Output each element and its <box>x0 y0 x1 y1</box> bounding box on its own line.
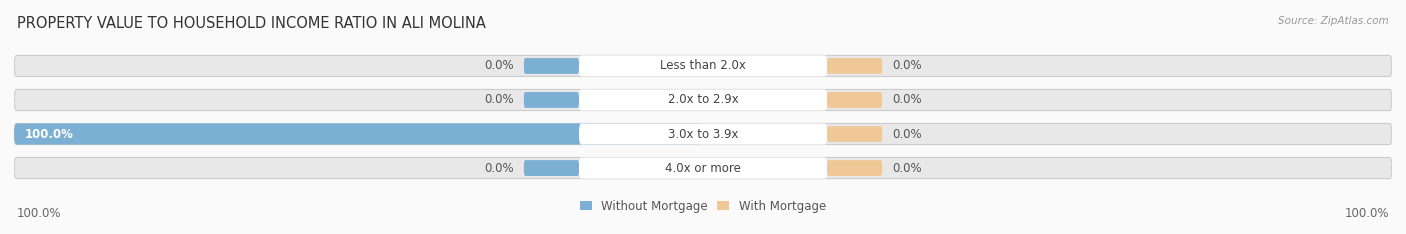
Text: 4.0x or more: 4.0x or more <box>665 161 741 175</box>
FancyBboxPatch shape <box>827 92 882 108</box>
Text: 2.0x to 2.9x: 2.0x to 2.9x <box>668 93 738 106</box>
FancyBboxPatch shape <box>14 157 1392 179</box>
FancyBboxPatch shape <box>579 124 827 145</box>
Text: 0.0%: 0.0% <box>893 93 922 106</box>
Legend: Without Mortgage, With Mortgage: Without Mortgage, With Mortgage <box>581 200 825 213</box>
FancyBboxPatch shape <box>14 124 1392 145</box>
FancyBboxPatch shape <box>14 55 1392 77</box>
FancyBboxPatch shape <box>579 157 827 179</box>
Text: 0.0%: 0.0% <box>484 93 513 106</box>
Text: 0.0%: 0.0% <box>893 161 922 175</box>
Text: PROPERTY VALUE TO HOUSEHOLD INCOME RATIO IN ALI MOLINA: PROPERTY VALUE TO HOUSEHOLD INCOME RATIO… <box>17 16 485 31</box>
FancyBboxPatch shape <box>524 92 579 108</box>
FancyBboxPatch shape <box>524 160 579 176</box>
Text: 0.0%: 0.0% <box>484 59 513 73</box>
Text: 0.0%: 0.0% <box>893 128 922 141</box>
Text: 100.0%: 100.0% <box>17 207 62 220</box>
Text: 100.0%: 100.0% <box>1344 207 1389 220</box>
FancyBboxPatch shape <box>579 55 827 77</box>
FancyBboxPatch shape <box>14 89 1392 110</box>
FancyBboxPatch shape <box>827 58 882 74</box>
FancyBboxPatch shape <box>14 124 703 145</box>
Text: Source: ZipAtlas.com: Source: ZipAtlas.com <box>1278 16 1389 26</box>
FancyBboxPatch shape <box>524 58 579 74</box>
Text: 3.0x to 3.9x: 3.0x to 3.9x <box>668 128 738 141</box>
FancyBboxPatch shape <box>579 89 827 110</box>
FancyBboxPatch shape <box>827 160 882 176</box>
Text: 0.0%: 0.0% <box>484 161 513 175</box>
FancyBboxPatch shape <box>827 126 882 142</box>
Text: 0.0%: 0.0% <box>893 59 922 73</box>
Text: Less than 2.0x: Less than 2.0x <box>659 59 747 73</box>
Text: 100.0%: 100.0% <box>24 128 73 141</box>
